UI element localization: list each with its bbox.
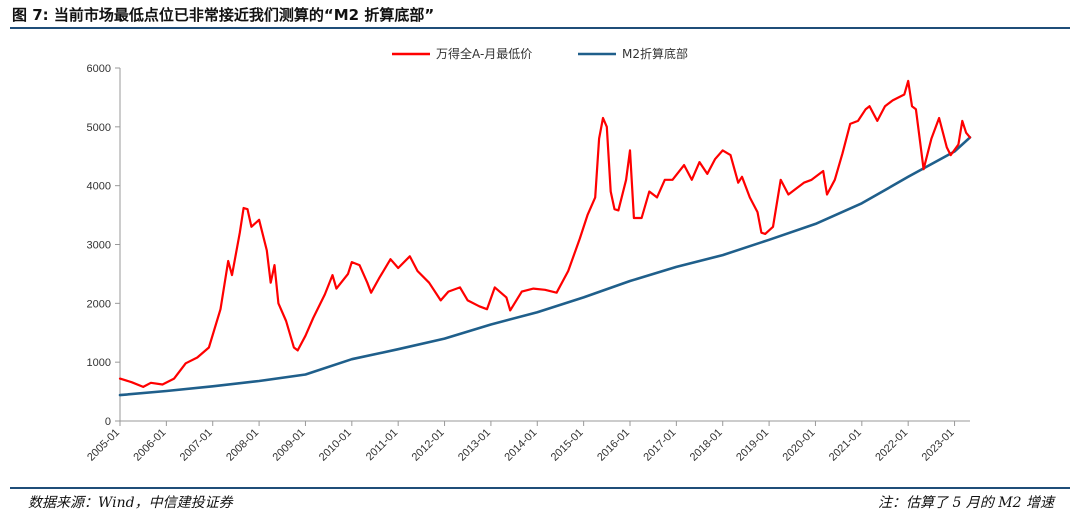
y-tick-label: 4000 [87, 181, 111, 193]
x-tick-label: 2015-01 [549, 427, 586, 464]
source-text: 数据来源：Wind，中信建投证券 [28, 495, 233, 511]
y-tick-label: 5000 [87, 122, 111, 134]
y-tick-label: 2000 [87, 298, 111, 310]
bottom-rule [10, 487, 1070, 489]
x-tick-label: 2010-01 [317, 427, 354, 464]
x-tick-label: 2009-01 [271, 427, 308, 464]
axes: 0 1000 2000 3000 4000 5000 6000 2005-01 2006-01 2… [85, 63, 970, 464]
x-tick-label: 2012-01 [410, 427, 447, 464]
legend-label: M2折算底部 [622, 46, 688, 61]
x-tick-label: 2021-01 [827, 427, 864, 464]
note-text: 注：估算了 5 月的 M2 增速 [878, 495, 1054, 511]
x-tick-label: 2013-01 [456, 427, 493, 464]
x-tick-label: 2017-01 [641, 427, 678, 464]
legend-item-m2-bottom: M2折算底部 [578, 46, 688, 61]
x-tick-label: 2005-01 [85, 427, 122, 464]
series-line-wind-all-a-monthly-low [118, 79, 972, 388]
x-tick-label: 2016-01 [595, 427, 632, 464]
x-tick-label: 2020-01 [781, 427, 818, 464]
x-tick-label: 2007-01 [178, 427, 215, 464]
y-tick-label: 6000 [87, 63, 111, 75]
x-tick-label: 2006-01 [131, 427, 168, 464]
top-rule [10, 27, 1070, 29]
x-tick-label: 2018-01 [688, 427, 725, 464]
x-tick-label: 2019-01 [734, 427, 771, 464]
legend-item-wind-all-a: 万得全A-月最低价 [392, 46, 532, 61]
y-tick-label: 0 [105, 416, 111, 428]
series-line-m2-bottom [118, 136, 972, 397]
x-tick-label: 2011-01 [364, 427, 400, 463]
x-tick-label: 2008-01 [224, 427, 261, 464]
legend-label: 万得全A-月最低价 [436, 46, 532, 61]
line-chart: 0 1000 2000 3000 4000 5000 6000 2005-01 2006-01 2… [85, 46, 972, 464]
x-tick-label: 2023-01 [920, 427, 957, 464]
y-tick-label: 1000 [87, 357, 111, 369]
legend: 万得全A-月最低价 M2折算底部 [392, 46, 688, 61]
figure-title: 图 7: 当前市场最低点位已非常接近我们测算的“M2 折算底部” [12, 6, 435, 24]
y-tick-label: 3000 [87, 240, 111, 252]
series-group [118, 79, 972, 397]
x-tick-label: 2022-01 [873, 427, 910, 464]
x-tick-label: 2014-01 [502, 427, 539, 464]
